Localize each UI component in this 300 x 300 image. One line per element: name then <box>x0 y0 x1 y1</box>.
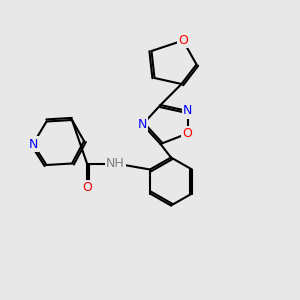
Text: O: O <box>178 34 188 47</box>
Text: N: N <box>138 118 147 131</box>
Text: O: O <box>183 127 192 140</box>
Text: NH: NH <box>106 157 125 170</box>
Text: O: O <box>82 181 92 194</box>
Text: N: N <box>183 104 192 118</box>
Text: N: N <box>28 137 38 151</box>
